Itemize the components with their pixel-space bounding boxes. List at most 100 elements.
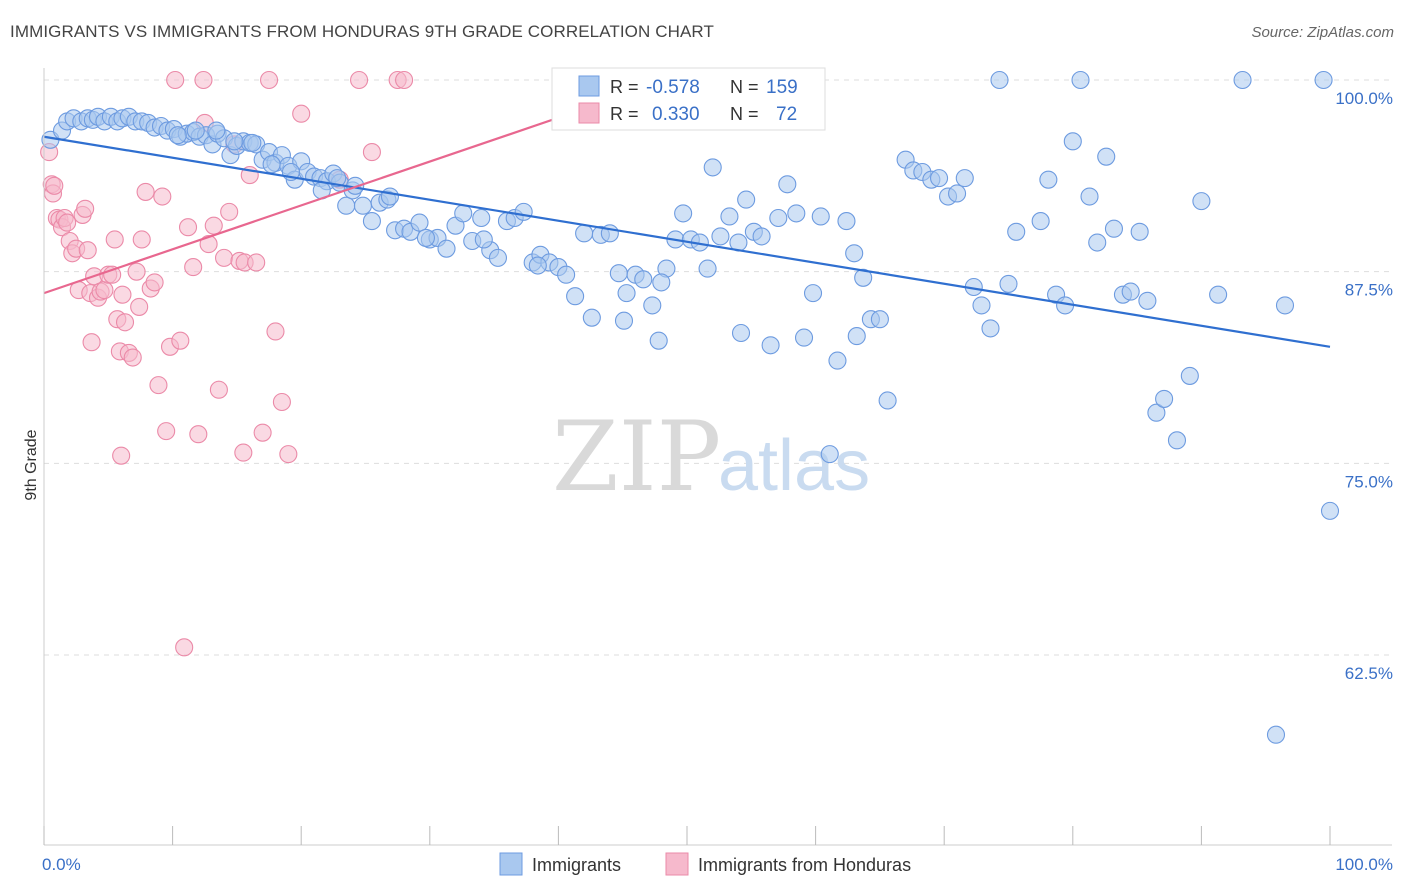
honduras-point (362, 143, 381, 162)
immigrants-point (362, 212, 381, 231)
immigrants-point (1071, 70, 1090, 90)
immigrants-point (845, 244, 864, 263)
bottom-legend: Immigrants Immigrants from Honduras (499, 852, 911, 876)
immigrants-point (803, 284, 823, 303)
immigrants-point (617, 284, 636, 303)
immigrants-point (1275, 296, 1295, 315)
immigrants-point (1320, 501, 1340, 520)
immigrants-point (225, 132, 244, 151)
honduras-point (247, 253, 266, 272)
immigrants-point (828, 351, 847, 370)
immigrants-point (778, 175, 797, 194)
immigrants-point (703, 158, 722, 177)
immigrants-point (1088, 233, 1107, 252)
immigrants-point (557, 265, 576, 284)
chart-source: Source: ZipAtlas.com (1251, 24, 1394, 41)
immigrants-point (168, 126, 187, 145)
stats-r-value-1: -0.578 (646, 77, 700, 98)
honduras-point (45, 176, 64, 195)
immigrants-point (353, 196, 372, 215)
immigrants-point (472, 208, 491, 228)
honduras-point (175, 638, 194, 657)
immigrants-point (1080, 187, 1099, 206)
honduras-point (105, 230, 124, 249)
honduras-point (132, 230, 151, 249)
honduras-point (266, 322, 285, 341)
immigrants-point (380, 187, 399, 206)
honduras-point (149, 376, 168, 395)
honduras-point (171, 331, 190, 350)
honduras-point (127, 262, 146, 281)
y-tick-label: 87.5% (1345, 281, 1393, 300)
honduras-point (220, 202, 239, 221)
immigrants-point (737, 190, 756, 209)
y-tick-label: 62.5% (1345, 664, 1393, 683)
immigrants-point (207, 121, 226, 140)
chart-title: IMMIGRANTS VS IMMIGRANTS FROM HONDURAS 9… (10, 22, 714, 41)
immigrants-point (955, 169, 974, 188)
stats-swatch-immigrants (578, 75, 600, 97)
watermark-zip: ZIP (552, 401, 721, 513)
immigrants-point (566, 287, 585, 306)
immigrants-point (1007, 222, 1026, 241)
honduras-point (157, 422, 176, 441)
honduras-point (350, 70, 369, 90)
honduras-point (279, 445, 298, 464)
immigrants-point (1266, 725, 1286, 744)
honduras-point (189, 425, 208, 444)
immigrants-point (1147, 403, 1166, 422)
honduras-point (130, 297, 149, 316)
series-immigrants-points (41, 70, 1340, 744)
stats-legend-box: R = -0.578 N = 159 R = 0.330 N = 72 (551, 67, 826, 131)
immigrants-point (711, 227, 730, 246)
immigrants-point (1209, 285, 1228, 304)
immigrants-point (1192, 192, 1211, 211)
immigrants-point (186, 121, 205, 140)
immigrants-point (674, 204, 693, 223)
honduras-point (123, 348, 142, 367)
immigrants-point (837, 212, 856, 231)
immigrants-point (609, 264, 628, 283)
immigrants-point (262, 155, 281, 174)
honduras-point (166, 70, 185, 90)
stats-n-label-2: N = (730, 104, 759, 124)
x-tick-label: 100.0% (1335, 855, 1393, 874)
honduras-point (145, 273, 164, 292)
axes (43, 68, 1392, 846)
honduras-point (234, 443, 253, 462)
stats-r-label-1: R = (610, 77, 639, 97)
immigrants-point (787, 204, 806, 223)
immigrants-point (528, 256, 547, 275)
honduras-point (259, 70, 279, 90)
stats-r-label-2: R = (610, 104, 639, 124)
honduras-point (153, 187, 172, 206)
immigrants-point (337, 196, 356, 215)
legend-swatch-honduras (665, 852, 689, 876)
stats-r-value-2: 0.330 (652, 104, 700, 125)
honduras-point (113, 285, 132, 304)
stats-n-value-1: 159 (766, 77, 798, 98)
immigrants-point (474, 230, 493, 249)
honduras-point (82, 333, 101, 352)
immigrants-point (990, 70, 1009, 90)
legend-swatch-immigrants (499, 852, 523, 876)
stats-swatch-honduras (578, 102, 600, 124)
immigrants-point (1039, 170, 1058, 189)
immigrants-point (1314, 70, 1333, 90)
immigrants-point (820, 445, 839, 464)
immigrants-point (488, 248, 508, 267)
immigrants-point (847, 327, 866, 346)
immigrants-point (634, 270, 653, 289)
trend-line-immigrants (43, 135, 1331, 348)
immigrants-point (1138, 291, 1157, 310)
honduras-point (115, 313, 135, 332)
y-axis-title: 9th Grade (23, 429, 40, 500)
immigrants-point (948, 184, 967, 203)
immigrants-point (698, 259, 717, 278)
honduras-point (209, 380, 228, 399)
immigrants-point (652, 273, 671, 292)
honduras-point (95, 281, 114, 300)
watermark-atlas: atlas (718, 426, 870, 506)
immigrants-point (514, 202, 533, 221)
immigrants-point (454, 204, 473, 223)
